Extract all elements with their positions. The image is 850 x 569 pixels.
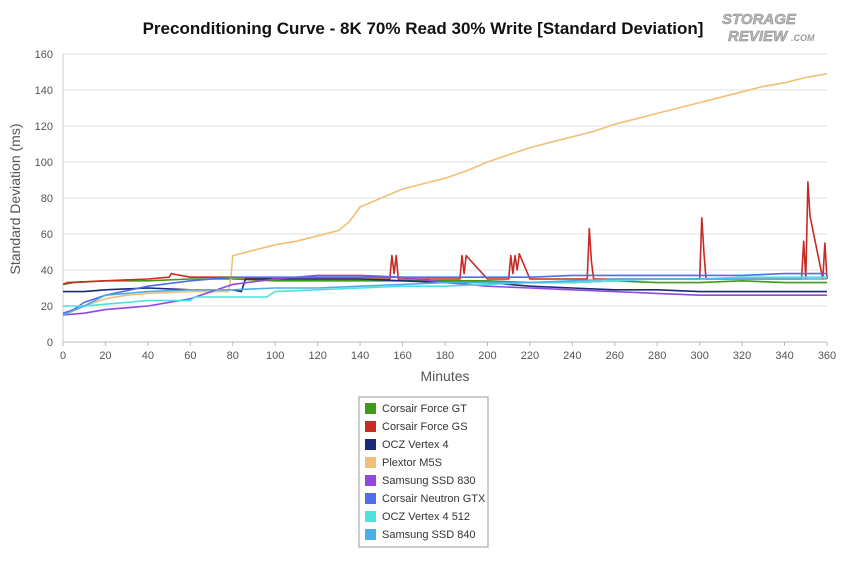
x-tick-labels: 0 20 40 60 80 100 120 140 160 180 200 220 240 260 280 3… (60, 350, 836, 362)
x-tick-label: 40 (142, 350, 154, 362)
series-line-3 (63, 278, 827, 293)
legend-swatch (365, 421, 376, 432)
svg-text:STORAGE: STORAGE (722, 11, 797, 28)
legend-label: Corsair Neutron GTX (382, 493, 486, 505)
series-line-5 (62, 274, 827, 316)
legend-swatch (365, 511, 376, 522)
x-tick-label: 200 (478, 350, 496, 362)
legend-label: Corsair Force GT (382, 403, 467, 415)
x-tick-label: 260 (606, 350, 624, 362)
series-line-8 (62, 278, 827, 316)
legend-swatch (365, 529, 376, 540)
x-tick-label: 0 (60, 350, 66, 362)
x-tick-label: 160 (393, 350, 411, 362)
x-tick-label: 20 (99, 350, 111, 362)
legend-box (358, 396, 489, 548)
legend-swatch (365, 403, 376, 414)
x-axis-label: Minutes (420, 368, 469, 384)
legend: Corsair Force GT Corsair Force GS OCZ Vert… (358, 396, 489, 548)
legend-label: OCZ Vertex 4 (382, 439, 449, 451)
x-tick-label: 320 (733, 350, 751, 362)
y-axis-label: Standard Deviation (ms) (7, 124, 23, 275)
y-tick-label: 80 (41, 193, 53, 205)
grid-lines (63, 53, 827, 343)
x-tick-label: 120 (308, 350, 326, 362)
axes (62, 54, 828, 346)
legend-swatch (365, 457, 376, 468)
x-tick-label: 180 (436, 350, 454, 362)
site-logo: STORAGE REVIEW .COM (722, 11, 815, 46)
series-lines (62, 73, 828, 316)
x-tick-label: 360 (818, 350, 836, 362)
x-tick-label: 100 (266, 350, 284, 362)
series-line-6 (62, 272, 827, 314)
legend-swatch (365, 439, 376, 450)
y-tick-label: 40 (41, 265, 53, 277)
legend-swatch (365, 475, 376, 486)
x-tick-label: 300 (690, 350, 708, 362)
y-tick-label: 120 (35, 121, 53, 133)
x-tick-label: 140 (351, 350, 369, 362)
y-tick-label: 20 (41, 301, 53, 313)
x-tick-label: 220 (521, 350, 539, 362)
x-tick-label: 80 (227, 350, 239, 362)
series-line-1 (62, 278, 827, 286)
x-tick-label: 240 (563, 350, 581, 362)
legend-label: Samsung SSD 840 (382, 529, 476, 541)
legend-label: Corsair Force GS (382, 421, 468, 433)
svg-text:REVIEW: REVIEW (728, 28, 789, 45)
legend-label: Plextor M5S (382, 457, 442, 469)
x-tick-label: 60 (184, 350, 196, 362)
x-tick-label: 340 (775, 350, 793, 362)
y-tick-label: 60 (41, 229, 53, 241)
y-tick-label: 100 (35, 157, 53, 169)
series-line-2 (62, 181, 828, 286)
y-tick-label: 140 (35, 85, 53, 97)
svg-text:.COM: .COM (791, 33, 815, 43)
chart-title: Preconditioning Curve - 8K 70% Read 30% … (143, 19, 704, 38)
legend-label: OCZ Vertex 4 512 (382, 511, 470, 523)
y-tick-labels: 0 20 40 60 80 100 120 140 160 (35, 49, 53, 349)
y-tick-label: 160 (35, 49, 53, 61)
legend-swatch (365, 493, 376, 504)
legend-label: Samsung SSD 830 (382, 475, 476, 487)
x-tick-label: 280 (648, 350, 666, 362)
y-tick-label: 0 (47, 337, 53, 349)
